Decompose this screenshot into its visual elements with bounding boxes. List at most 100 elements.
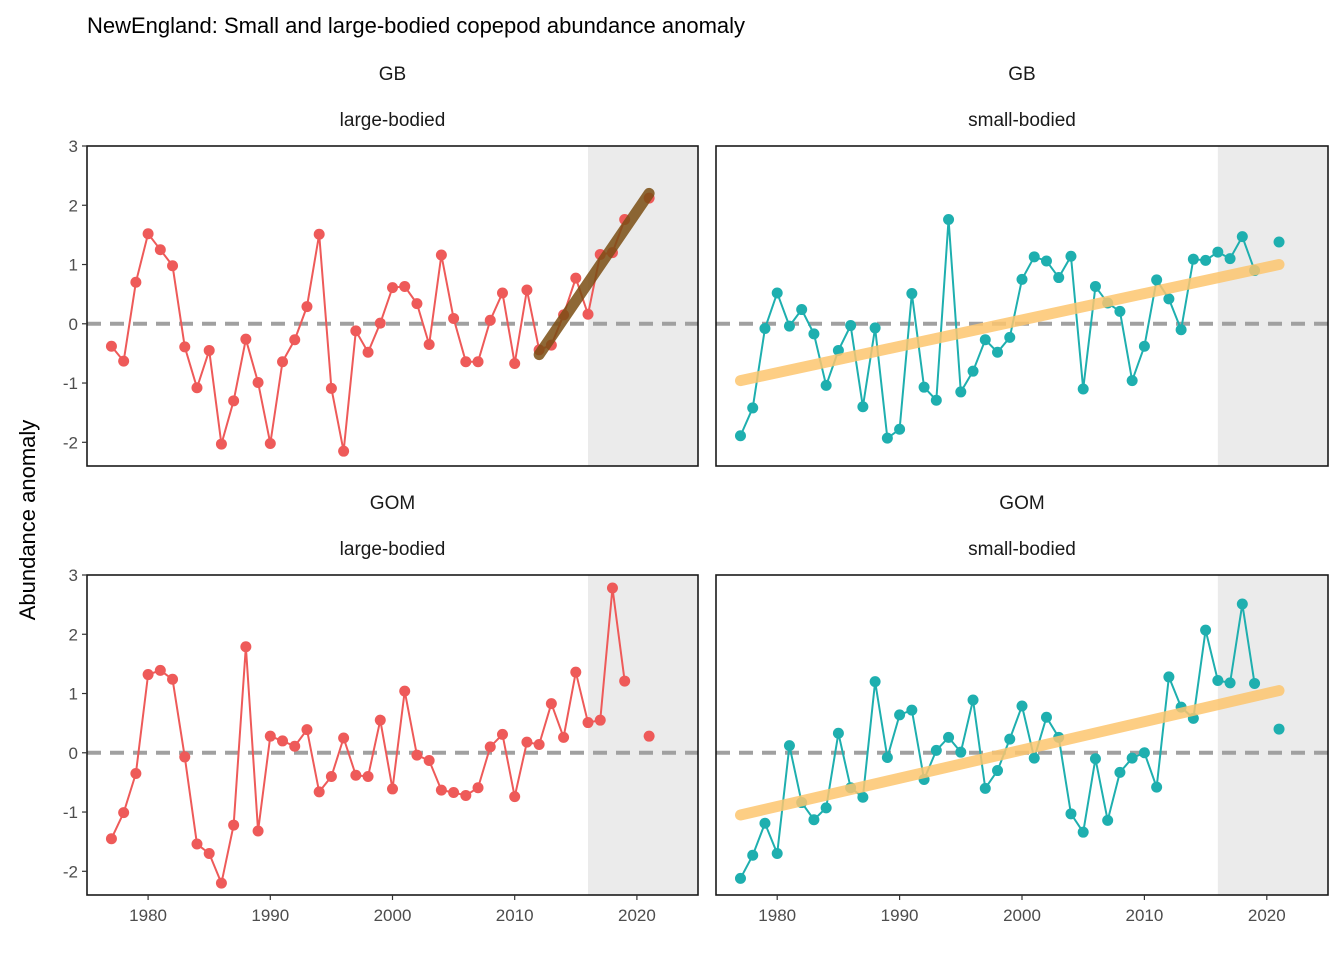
data-point xyxy=(509,357,521,369)
data-point xyxy=(338,732,350,744)
data-point xyxy=(374,714,386,726)
panel-plot-area xyxy=(87,146,698,466)
data-point xyxy=(277,356,289,368)
data-point xyxy=(1065,250,1077,262)
y-tick-label: 2 xyxy=(69,196,78,215)
data-point xyxy=(1138,747,1150,759)
data-point xyxy=(105,340,117,352)
data-point xyxy=(118,807,130,819)
data-point xyxy=(771,848,783,860)
data-point xyxy=(1151,781,1163,793)
data-point xyxy=(1040,255,1052,267)
panel-group-label: large-bodied xyxy=(340,110,446,131)
data-point xyxy=(1187,253,1199,265)
data-point xyxy=(1028,752,1040,764)
data-point xyxy=(943,213,955,225)
x-tick-label: 2010 xyxy=(496,906,534,925)
data-point xyxy=(1273,236,1285,248)
data-point xyxy=(820,379,832,391)
data-point xyxy=(545,698,557,710)
data-point xyxy=(1053,272,1065,284)
data-point xyxy=(906,704,918,716)
data-point xyxy=(203,344,215,356)
data-point xyxy=(301,724,313,736)
y-tick-label: -2 xyxy=(63,433,78,452)
data-point xyxy=(1249,677,1261,689)
data-point xyxy=(1040,711,1052,723)
data-point xyxy=(338,445,350,457)
data-point xyxy=(783,320,795,332)
data-point xyxy=(845,320,857,332)
data-point xyxy=(1200,254,1212,266)
y-tick-label: 1 xyxy=(69,685,78,704)
data-point xyxy=(423,754,435,766)
y-tick-label: 2 xyxy=(69,625,78,644)
data-point xyxy=(1212,674,1224,686)
data-point xyxy=(484,741,496,753)
data-point xyxy=(1102,814,1114,826)
data-point xyxy=(154,244,166,256)
data-point xyxy=(313,786,325,798)
data-point xyxy=(472,782,484,794)
data-point xyxy=(435,784,447,796)
data-point xyxy=(747,402,759,414)
data-point xyxy=(1273,723,1285,735)
data-point xyxy=(240,641,252,653)
panel-region-label: GOM xyxy=(370,493,415,514)
data-point xyxy=(399,685,411,697)
data-point xyxy=(240,333,252,345)
data-point xyxy=(1212,246,1224,258)
data-point xyxy=(448,312,460,324)
trend-line xyxy=(734,259,1285,387)
data-point xyxy=(264,730,276,742)
highlight-region xyxy=(1217,146,1328,466)
data-point xyxy=(1151,274,1163,286)
panel-gb-small-bodied: GB small-bodied xyxy=(715,64,1329,467)
y-tick-label: 1 xyxy=(69,256,78,275)
data-point xyxy=(594,714,606,726)
data-point xyxy=(1138,340,1150,352)
data-point xyxy=(142,669,154,681)
trend-line xyxy=(533,187,655,361)
panel-region-label: GB xyxy=(379,64,406,85)
panel-border xyxy=(86,145,699,467)
data-point xyxy=(142,228,154,240)
data-point xyxy=(1126,375,1138,387)
data-point xyxy=(411,298,423,310)
data-point xyxy=(191,382,203,394)
data-point xyxy=(460,356,472,368)
data-point xyxy=(1200,624,1212,636)
data-point xyxy=(570,272,582,284)
data-point xyxy=(289,334,301,346)
data-point xyxy=(918,381,930,393)
data-point xyxy=(374,317,386,329)
panel-region-label: GB xyxy=(1008,64,1035,85)
data-point xyxy=(1077,383,1089,395)
x-tick-label: 2020 xyxy=(1248,906,1286,925)
data-point xyxy=(179,341,191,353)
data-point xyxy=(967,365,979,377)
panel-plot-area xyxy=(716,146,1328,466)
x-tick-label: 2000 xyxy=(1003,906,1041,925)
data-point xyxy=(509,791,521,803)
x-tick-label: 1980 xyxy=(129,906,167,925)
data-point xyxy=(771,287,783,299)
data-point xyxy=(783,740,795,752)
x-tick-label: 1980 xyxy=(758,906,796,925)
data-point xyxy=(521,736,533,748)
y-tick-label: 0 xyxy=(69,315,78,334)
data-point xyxy=(496,728,508,740)
data-point xyxy=(894,423,906,435)
data-point xyxy=(955,386,967,398)
data-point xyxy=(289,740,301,752)
highlight-region xyxy=(588,575,698,895)
data-point xyxy=(881,752,893,764)
data-point xyxy=(881,432,893,444)
data-point xyxy=(606,582,618,594)
data-point xyxy=(167,673,179,685)
data-point xyxy=(325,382,337,394)
data-point xyxy=(1114,766,1126,778)
data-point xyxy=(215,438,227,450)
data-point xyxy=(734,430,746,442)
